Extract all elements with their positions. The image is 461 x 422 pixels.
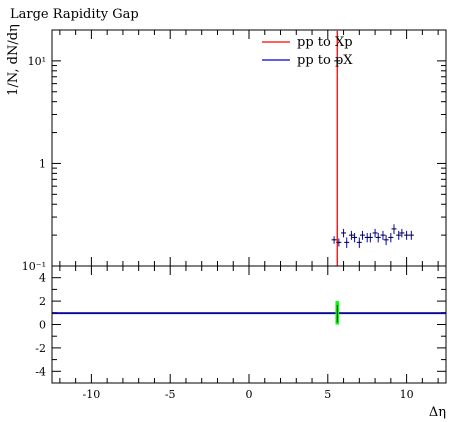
x-tick-label: 10 bbox=[400, 388, 414, 401]
y-tick-label-main: 10⁻¹ bbox=[22, 260, 46, 273]
legend: pp to Xp pp to pX bbox=[262, 35, 353, 68]
chart-title: Large Rapidity Gap bbox=[10, 7, 139, 22]
y-tick-label-ratio: 4 bbox=[39, 272, 46, 285]
y-tick-label-main: 10¹ bbox=[28, 55, 46, 68]
x-tick-label: 5 bbox=[324, 388, 331, 401]
x-tick-label: 0 bbox=[246, 388, 253, 401]
main-plot-frame bbox=[51, 29, 447, 267]
y-tick-label-ratio: 2 bbox=[39, 295, 46, 308]
x-axis-label: Δη bbox=[429, 405, 446, 420]
x-tick-label: -10 bbox=[83, 388, 101, 401]
y-tick-label-main: 1 bbox=[39, 157, 46, 170]
ratio-plot-frame bbox=[51, 265, 447, 384]
ratio-plot-layer: -10 -5 0 5 10 -4 -2 0 2 4 bbox=[35, 265, 446, 401]
y-tick-label-ratio: -4 bbox=[35, 365, 46, 378]
y-axis-label: 1/N, dN/dη bbox=[6, 24, 21, 96]
x-tick-label: -5 bbox=[165, 388, 176, 401]
y-tick-label-ratio: 0 bbox=[39, 319, 46, 332]
y-tick-label-ratio: -2 bbox=[35, 342, 46, 355]
legend-label-pp-to-xp: pp to Xp bbox=[297, 35, 353, 50]
legend-label-pp-to-px: pp to pX bbox=[297, 53, 353, 68]
main-plot-layer: 10⁻¹ 1 10¹ bbox=[22, 29, 446, 273]
